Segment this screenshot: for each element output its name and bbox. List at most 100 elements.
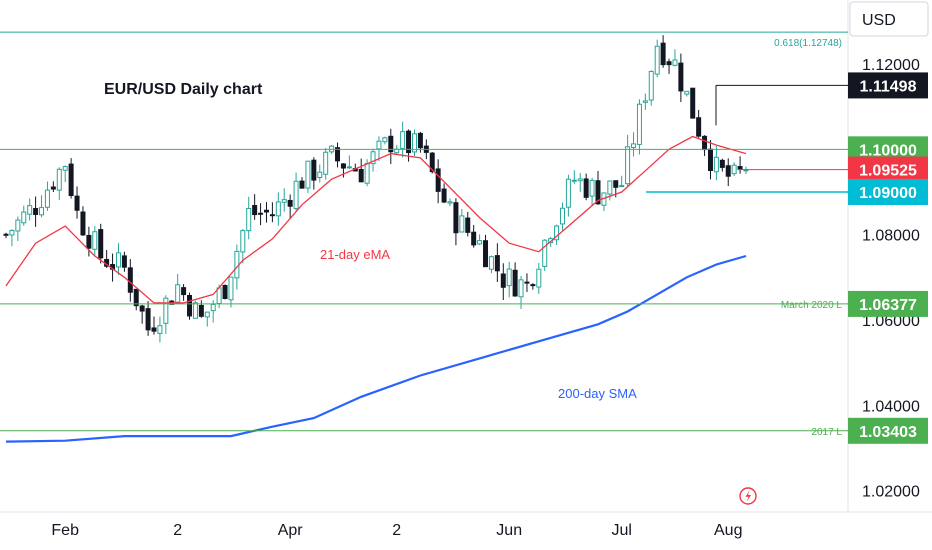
candle [453, 198, 459, 246]
candle [346, 155, 352, 170]
candle [636, 99, 642, 155]
candle [388, 128, 394, 165]
price-axis[interactable]: 1.12000 1.08000 1.06000 1.04000 1.02000 [862, 57, 920, 501]
candle [441, 183, 447, 204]
candle [459, 208, 465, 233]
candle [80, 206, 86, 237]
candle [672, 49, 678, 67]
level-layer: 0.618(1.12748) March 2020 L 2017 L [0, 31, 848, 438]
candle [340, 163, 346, 178]
candle [121, 251, 127, 272]
candle [27, 198, 33, 221]
svg-text:1.11498: 1.11498 [860, 78, 917, 95]
svg-text:1.09000: 1.09000 [859, 185, 917, 202]
candle [281, 188, 287, 212]
candle [204, 311, 210, 327]
currency-label: USD [862, 12, 896, 29]
candle [145, 301, 151, 336]
candle [494, 243, 500, 283]
currency-button[interactable] [849, 1, 929, 37]
candle [269, 202, 275, 223]
candle [524, 273, 530, 293]
candle [151, 316, 157, 335]
time-tick-label: Aug [714, 522, 742, 539]
ema-label: 21-day eMA [320, 247, 390, 262]
candle [400, 121, 406, 158]
candle [86, 226, 92, 257]
candle [483, 234, 489, 268]
candle [33, 196, 39, 227]
candle [323, 147, 329, 180]
candle [62, 165, 68, 183]
candle [696, 109, 702, 138]
candle [642, 93, 648, 110]
candle [157, 316, 163, 343]
chart-title: EUR/USD Daily chart [104, 81, 263, 98]
low-2017-label: 2017 L [811, 427, 842, 438]
candle [589, 177, 595, 206]
candle [92, 226, 98, 256]
candle [684, 90, 690, 97]
candle [654, 39, 660, 78]
candle [252, 194, 258, 220]
time-tick-label: Apr [278, 522, 304, 539]
candle [275, 192, 281, 226]
candle [731, 162, 737, 176]
svg-text:1.06377: 1.06377 [859, 297, 917, 314]
candle [358, 158, 364, 183]
time-tick-label: 2 [392, 522, 401, 539]
price-tick-label: 1.08000 [862, 228, 920, 245]
time-tick-label: Jun [496, 522, 522, 539]
candle [571, 170, 577, 185]
candle [335, 142, 341, 168]
candle [15, 216, 21, 241]
candle [678, 53, 684, 103]
candle [625, 134, 631, 187]
candle [139, 304, 145, 324]
candle [447, 198, 453, 207]
candle [666, 58, 672, 74]
candle [9, 229, 15, 247]
candle [74, 186, 80, 219]
candle [222, 284, 228, 300]
candle [619, 175, 625, 188]
candle [115, 243, 121, 276]
candle [559, 202, 565, 231]
candle [258, 203, 264, 226]
candle [530, 283, 536, 290]
march-2020-low-badge: 1.06377 [848, 290, 928, 317]
price-badges: 1.11498 1.10000 1.09525 1.09000 1.06377 1.034… [848, 72, 928, 444]
candle [577, 173, 583, 192]
candle [500, 263, 506, 301]
candle [554, 224, 560, 246]
candle [187, 292, 193, 320]
candle [471, 224, 477, 248]
candle [595, 171, 601, 205]
flash-icon[interactable] [739, 487, 757, 505]
level-109-badge: 1.09000 [848, 179, 928, 205]
current-price-badge: 1.09525 [848, 156, 928, 183]
last-high-badge: 1.11498 [848, 72, 928, 99]
candle [311, 157, 317, 190]
candle [133, 288, 139, 311]
annotation-layer: 21-day eMA 200-day SMA [320, 247, 637, 401]
ema-21-line [5, 135, 747, 304]
candle [287, 194, 293, 219]
candle [317, 164, 323, 183]
candle [240, 229, 246, 264]
candle [50, 181, 56, 193]
candle [181, 284, 187, 301]
candle [607, 180, 613, 201]
candle [583, 173, 589, 201]
candle [506, 261, 512, 298]
price-tick-label: 1.06000 [862, 313, 920, 330]
candle [411, 129, 417, 157]
svg-text:1.09525: 1.09525 [859, 163, 917, 180]
candle [246, 196, 252, 240]
candle [192, 300, 198, 319]
price-tick-label: 1.12000 [862, 57, 920, 74]
candle [175, 273, 181, 305]
time-axis[interactable]: Feb 2 Apr 2 Jun Jul Aug [51, 522, 742, 539]
